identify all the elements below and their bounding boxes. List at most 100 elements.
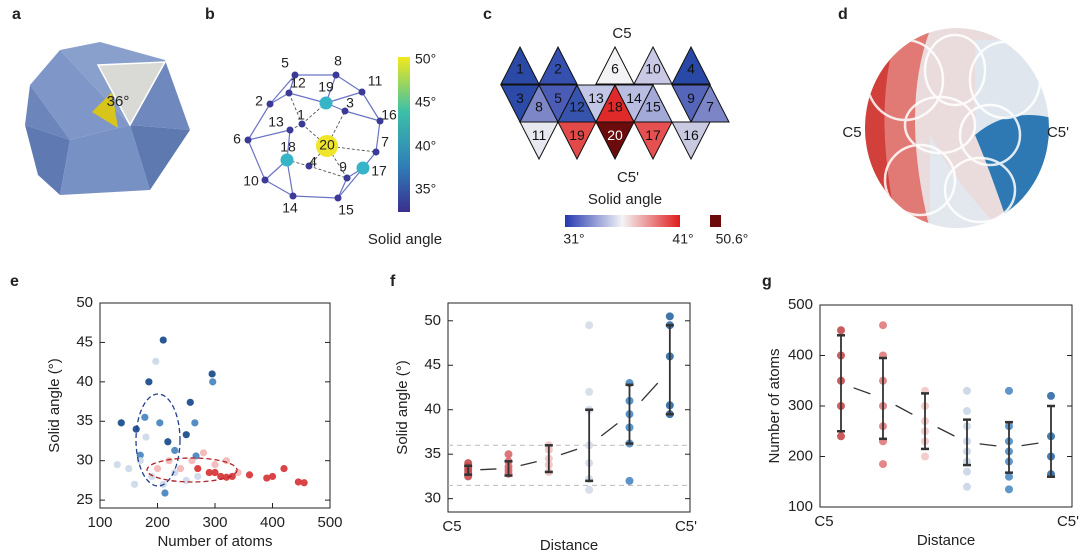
scatter-point	[117, 419, 125, 427]
node-label: 9	[339, 159, 347, 175]
colorbar-title: Solid angle	[588, 191, 662, 208]
data-point	[625, 476, 634, 485]
panel-label: c	[483, 6, 492, 23]
graph-edge	[375, 120, 381, 153]
scatter-point	[263, 474, 271, 482]
x-end-label: C5	[442, 518, 461, 535]
scatter-point	[280, 464, 288, 473]
graph-node	[341, 107, 349, 115]
scatter-point	[222, 473, 231, 481]
scatter-point	[211, 461, 219, 469]
graph-node	[244, 136, 252, 144]
y-tick-label: 45	[76, 333, 93, 350]
scatter-point	[176, 464, 185, 473]
graph-edge-hidden	[286, 159, 310, 167]
data-point	[879, 460, 887, 469]
scatter-point	[125, 464, 133, 473]
scatter-point	[211, 468, 219, 477]
colorbar	[398, 57, 410, 212]
trend-segment	[853, 387, 871, 395]
scatter-point	[300, 479, 308, 487]
y-tick-label: 35	[76, 412, 93, 429]
panel-label: d	[838, 6, 848, 23]
graph-node	[298, 120, 306, 128]
face-label: 5	[554, 90, 562, 106]
face-label: 18	[607, 99, 623, 115]
scatter-point	[171, 446, 179, 455]
data-point	[963, 467, 971, 476]
graph-node	[305, 162, 313, 170]
y-tick-label: 50	[424, 312, 441, 329]
node-label: 11	[368, 73, 383, 89]
face-label: 3	[516, 90, 524, 106]
scatter-point	[182, 431, 190, 439]
net-face	[671, 121, 711, 161]
graph-edge	[337, 177, 348, 199]
angle-label: 36°	[107, 93, 130, 110]
data-point	[837, 326, 845, 335]
colorbar-tick: 35°	[415, 181, 436, 197]
trend-segment	[600, 422, 618, 437]
scatter-point	[205, 468, 213, 477]
y-axis-label: Number of atoms	[766, 348, 783, 463]
face-label: 13	[588, 90, 604, 106]
y-tick-label: 30	[76, 452, 93, 469]
c5-label: C5	[842, 124, 861, 141]
node-label: 13	[268, 114, 284, 130]
data-point	[1047, 391, 1055, 400]
trend-segment	[937, 426, 955, 437]
face-label: 14	[626, 90, 642, 106]
y-tick-label: 35	[424, 445, 441, 462]
face-label: 15	[645, 99, 661, 115]
colorbar-title: Solid angle	[368, 231, 442, 248]
graph-node	[358, 88, 366, 96]
icosahedron	[25, 42, 190, 195]
graph-node	[280, 153, 294, 167]
scatter-point	[145, 378, 153, 386]
net-face	[671, 45, 711, 85]
data-point	[585, 387, 594, 396]
node-label: 20	[319, 137, 335, 153]
graph-node	[289, 192, 297, 200]
c5p-label: C5'	[1047, 124, 1069, 141]
scatter-point	[161, 489, 169, 497]
trend-segment	[480, 468, 497, 471]
graph-edge	[269, 74, 296, 105]
trend-segment	[979, 443, 997, 447]
graph-node	[261, 176, 269, 184]
panel-label: a	[12, 6, 21, 23]
colorbar-max	[710, 215, 721, 227]
trend-segment	[641, 382, 659, 402]
face-label: 16	[683, 127, 699, 143]
data-point	[504, 450, 513, 459]
scatter-point	[164, 438, 172, 446]
graph-edge	[269, 92, 290, 105]
scatter-point	[228, 472, 236, 481]
y-tick-label: 500	[788, 296, 813, 313]
graph-node	[372, 148, 380, 156]
data-point	[963, 386, 971, 395]
scatter-point	[191, 419, 199, 427]
x-end-label: C5'	[675, 518, 697, 535]
scatter-point	[294, 478, 302, 486]
face-label: 12	[569, 99, 585, 115]
colorbar-label: 41°	[672, 231, 693, 247]
x-tick-label: 100	[87, 514, 112, 531]
x-axis-label: Number of atoms	[157, 533, 272, 550]
node-label: 2	[255, 93, 263, 109]
data-point	[585, 485, 594, 494]
data-point	[1005, 485, 1013, 494]
graph-node	[319, 96, 333, 110]
x-tick-label: 400	[260, 514, 285, 531]
face-label: 20	[607, 127, 623, 143]
c5p-label: C5'	[617, 169, 639, 186]
scatter-point	[268, 472, 277, 481]
trend-segment	[560, 448, 578, 456]
face-label: 7	[706, 99, 714, 115]
data-point	[1005, 386, 1013, 395]
net-face	[538, 45, 578, 85]
x-tick-label: 200	[145, 514, 170, 531]
y-tick-label: 200	[788, 447, 813, 464]
net-face	[633, 121, 673, 161]
graph-edge-hidden	[308, 145, 328, 167]
